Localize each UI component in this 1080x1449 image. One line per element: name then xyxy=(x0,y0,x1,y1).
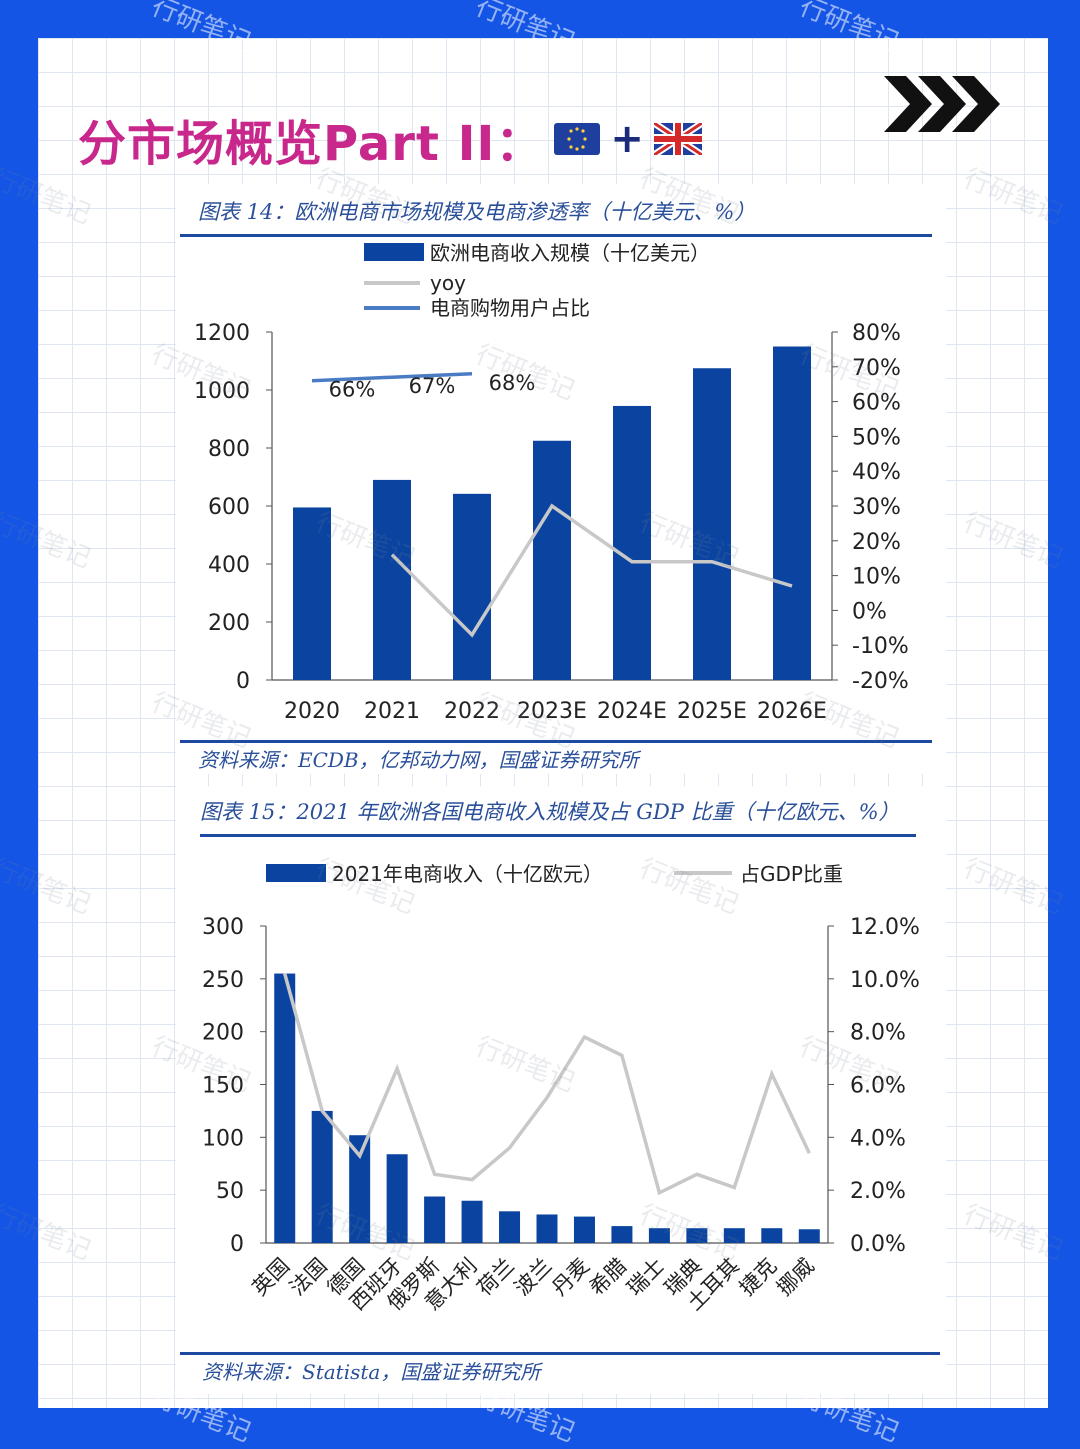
bar xyxy=(693,368,731,680)
bar xyxy=(611,1226,633,1243)
bar xyxy=(613,405,651,680)
title-rule xyxy=(180,234,932,237)
chart-source: 资料来源：ECDB，亿邦动力网，国盛证券研究所 xyxy=(198,748,639,772)
left-tick-label: 300 xyxy=(202,915,244,940)
bar xyxy=(274,973,296,1243)
bar xyxy=(373,479,411,680)
x-tick-label: 2020 xyxy=(284,699,340,724)
chevrons-right-icon xyxy=(884,76,1000,132)
legend-swatch-bar xyxy=(364,243,424,261)
right-tick-label: 10.0% xyxy=(850,968,920,993)
right-tick-label: 8.0% xyxy=(850,1021,906,1046)
legend-label: 占GDP比重 xyxy=(740,862,843,886)
x-tick-label: 波兰 xyxy=(510,1254,557,1301)
data-label: 68% xyxy=(489,371,536,395)
right-tick-label: 70% xyxy=(852,356,901,381)
x-tick-label: 瑞士 xyxy=(622,1254,669,1301)
x-tick-label: 2021 xyxy=(364,699,420,724)
left-tick-label: 1200 xyxy=(194,321,250,346)
yoy-line xyxy=(390,503,793,638)
right-tick-label: -20% xyxy=(852,669,909,694)
bar xyxy=(349,1135,371,1243)
x-tick-label: 2024E xyxy=(597,699,667,724)
left-tick-label: 100 xyxy=(202,1126,244,1151)
source-rule xyxy=(180,1352,940,1355)
legend-label: 欧洲电商收入规模（十亿美元） xyxy=(430,241,710,265)
right-tick-label: 40% xyxy=(852,460,901,485)
right-tick-label: 2.0% xyxy=(850,1179,906,1204)
bar xyxy=(686,1228,708,1243)
x-tick-label: 希腊 xyxy=(585,1254,632,1301)
eu-flag-icon xyxy=(554,123,601,155)
legend-swatch-bar xyxy=(266,864,326,882)
headline-title: 分市场概览Part II： xyxy=(78,116,545,172)
x-tick-label: 捷克 xyxy=(735,1254,782,1301)
bar xyxy=(453,493,491,680)
x-tick-label: 丹麦 xyxy=(547,1254,594,1301)
left-tick-label: 250 xyxy=(202,968,244,993)
right-tick-label: 0.0% xyxy=(850,1232,906,1257)
left-tick-label: 50 xyxy=(216,1179,244,1204)
x-tick-label: 2026E xyxy=(757,699,827,724)
bar xyxy=(293,507,331,680)
legend-label: 电商购物用户占比 xyxy=(430,296,590,320)
right-tick-label: 20% xyxy=(852,530,901,555)
bar xyxy=(761,1228,783,1243)
right-tick-label: 60% xyxy=(852,391,901,416)
headline: 分市场概览Part II： + xyxy=(78,104,702,174)
bar xyxy=(533,440,571,680)
chart-title: 图表 15：2021 年欧洲各国电商收入规模及占 GDP 比重（十亿欧元、%） xyxy=(200,800,900,824)
bar xyxy=(723,1228,745,1243)
right-tick-label: 12.0% xyxy=(850,915,920,940)
x-tick-label: 英国 xyxy=(248,1254,295,1301)
figure-15-panel: 图表 15：2021 年欧洲各国电商收入规模及占 GDP 比重（十亿欧元、%） … xyxy=(176,786,946,1394)
right-tick-label: 30% xyxy=(852,495,901,520)
right-tick-label: 80% xyxy=(852,321,901,346)
bar xyxy=(311,1110,333,1243)
right-tick-label: 10% xyxy=(852,565,901,590)
chart-title: 图表 14：欧洲电商市场规模及电商渗透率（十亿美元、%） xyxy=(198,200,756,224)
right-tick-label: 0% xyxy=(852,599,887,624)
data-label: 66% xyxy=(329,378,376,402)
left-tick-label: 600 xyxy=(208,495,250,520)
right-tick-label: 50% xyxy=(852,425,901,450)
x-tick-label: 挪威 xyxy=(772,1254,819,1301)
gdp-share-line xyxy=(283,973,811,1196)
legend-label: 2021年电商收入（十亿欧元） xyxy=(332,862,603,886)
chart-source: 资料来源：Statista，国盛证券研究所 xyxy=(202,1360,541,1384)
bar xyxy=(773,346,811,680)
bar xyxy=(798,1229,820,1243)
right-tick-label: -10% xyxy=(852,634,909,659)
bar xyxy=(573,1216,595,1243)
left-tick-label: 400 xyxy=(208,553,250,578)
source-rule xyxy=(180,740,932,743)
bar xyxy=(536,1214,558,1243)
left-tick-label: 200 xyxy=(202,1021,244,1046)
plus-sign: + xyxy=(610,116,644,162)
bar xyxy=(499,1211,521,1243)
data-label: 67% xyxy=(409,374,456,398)
left-tick-label: 150 xyxy=(202,1074,244,1099)
x-tick-label: 2022 xyxy=(444,699,500,724)
bar xyxy=(461,1200,483,1243)
left-tick-label: 0 xyxy=(230,1232,244,1257)
right-tick-label: 6.0% xyxy=(850,1074,906,1099)
title-rule xyxy=(200,834,916,837)
user-share-line xyxy=(311,372,473,383)
bar xyxy=(424,1196,446,1243)
left-tick-label: 200 xyxy=(208,611,250,636)
uk-flag-icon xyxy=(653,123,702,155)
bar xyxy=(648,1228,670,1243)
left-tick-label: 800 xyxy=(208,437,250,462)
x-tick-label: 2023E xyxy=(517,699,587,724)
right-tick-label: 4.0% xyxy=(850,1126,906,1151)
x-tick-label: 荷兰 xyxy=(472,1254,519,1301)
legend-label: yoy xyxy=(430,271,466,295)
x-tick-label: 法国 xyxy=(285,1254,332,1301)
left-tick-label: 0 xyxy=(236,669,250,694)
bar xyxy=(386,1154,408,1243)
x-tick-label: 2025E xyxy=(677,699,747,724)
left-tick-label: 1000 xyxy=(194,379,250,404)
